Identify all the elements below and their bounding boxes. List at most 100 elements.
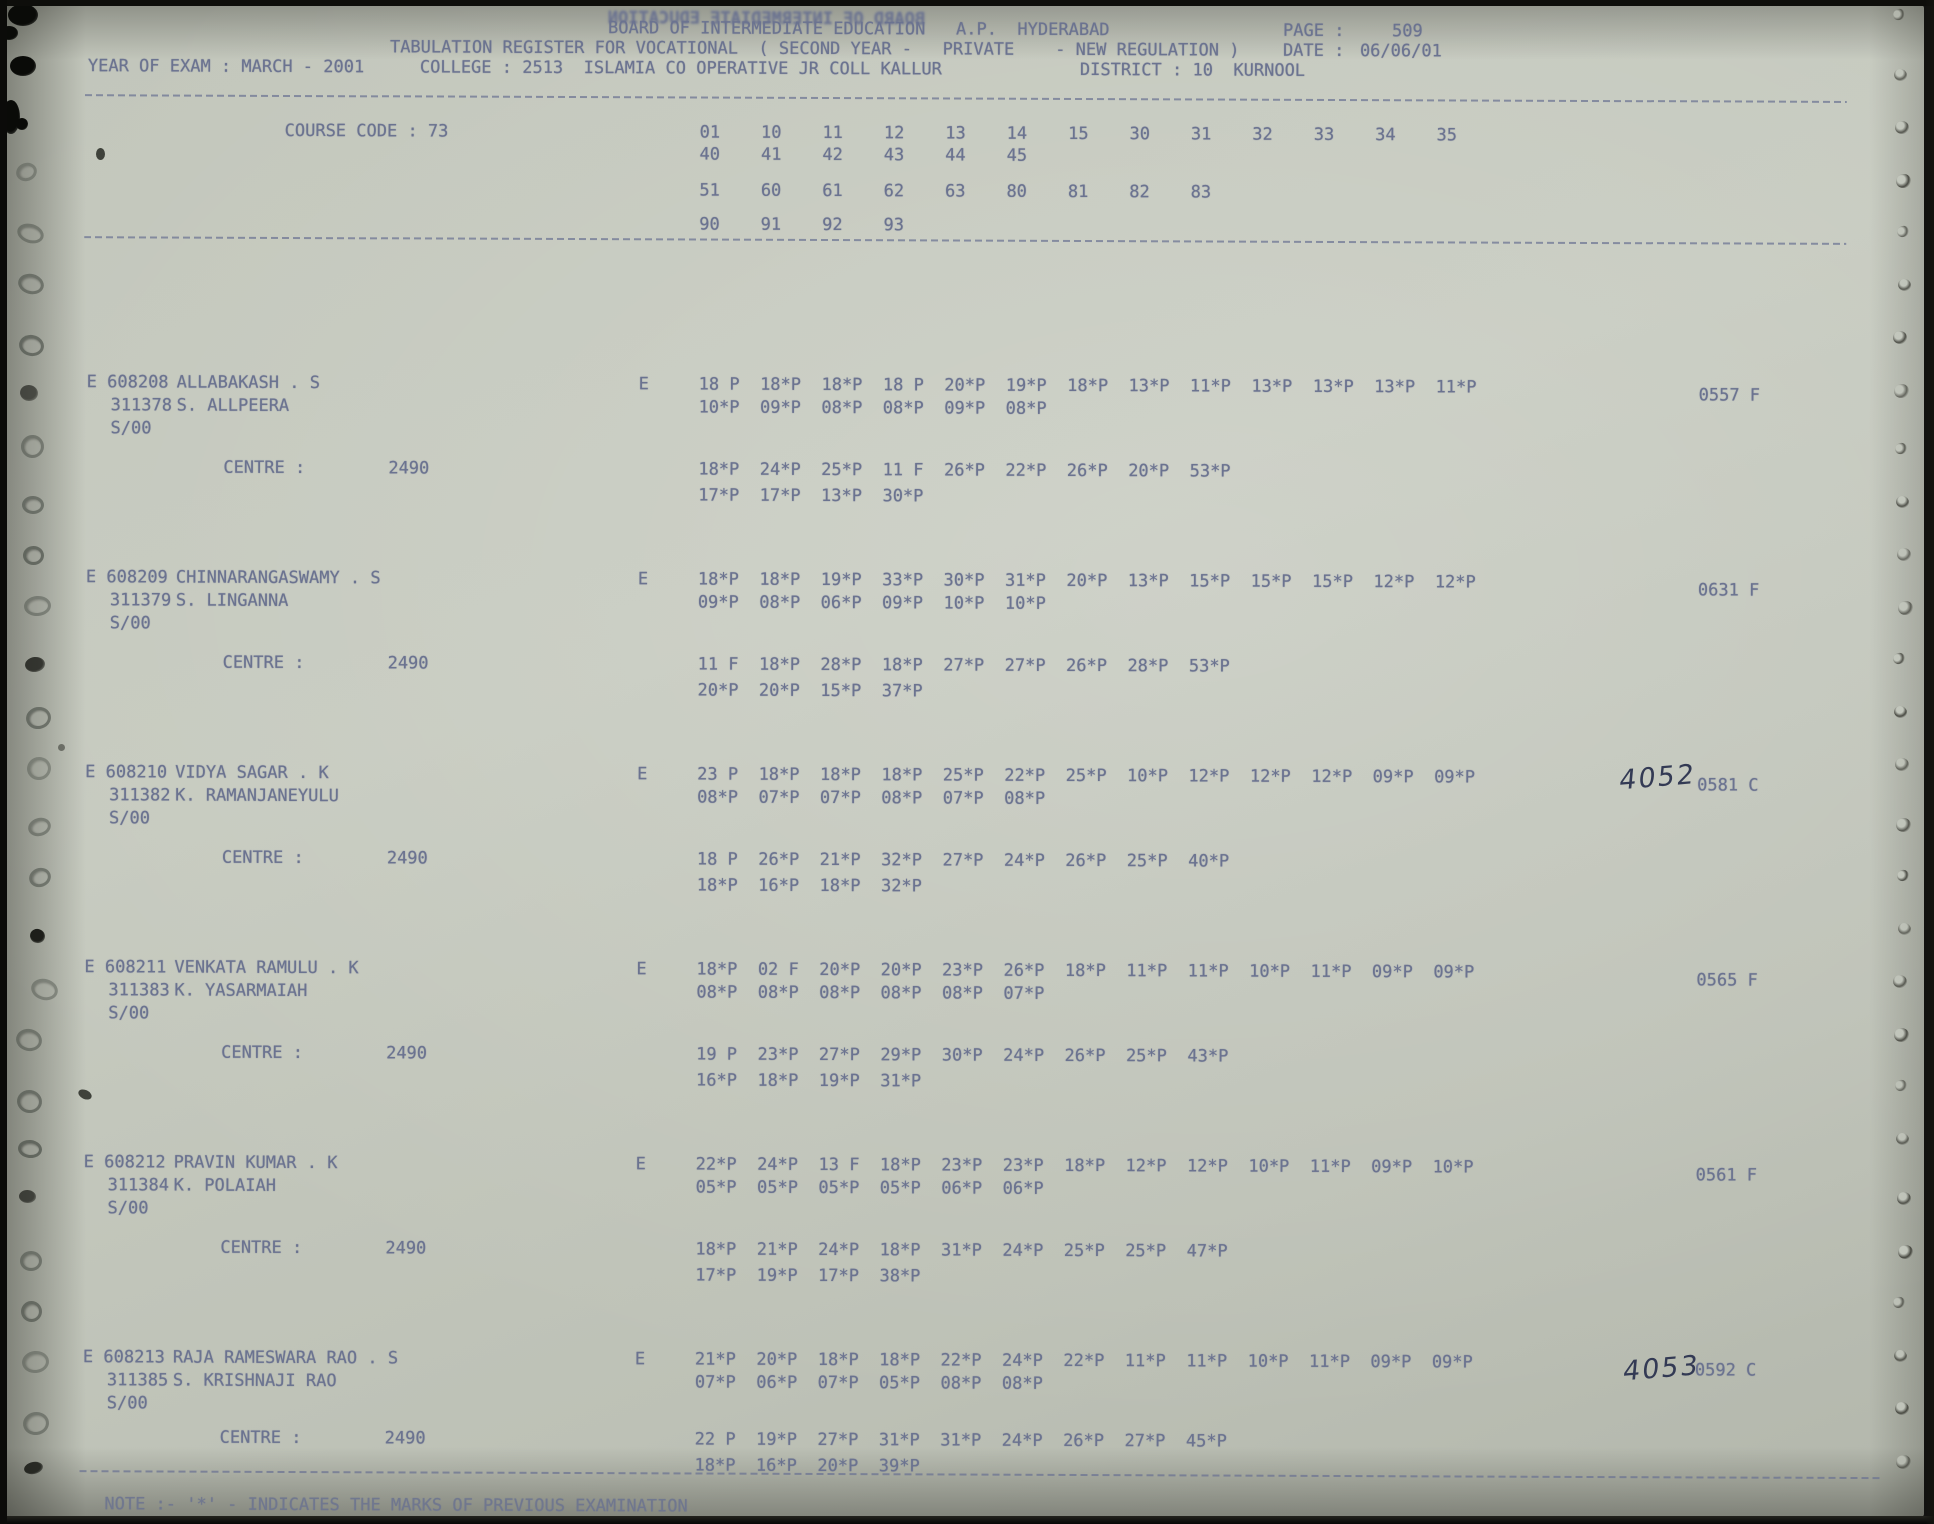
centre-marks-line2: 16*P 18*P 19*P 31*P — [695, 1070, 922, 1092]
handwritten-annotation: 4052 — [1617, 758, 1698, 797]
separator-line — [84, 236, 1847, 245]
student-record: E 608208 ALLABAKASH . S E 18 P 18*P 18*P… — [0, 372, 1933, 569]
serial-number: E 608208 — [86, 372, 169, 393]
appearance-code: S/00 — [106, 1393, 148, 1414]
father-name: S. ALLPEERA — [176, 395, 290, 416]
registration-number: 311378 — [110, 395, 173, 416]
subject-codes-row1b: 40 41 42 43 44 45 — [699, 144, 1028, 166]
marks-line1: 21*P 20*P 18*P 18*P 22*P 24*P 22*P 11*P … — [694, 1349, 1473, 1373]
subject-codes-row2b: 90 91 92 93 — [699, 214, 905, 236]
appearance-code: S/00 — [107, 1198, 149, 1219]
photo-edge — [0, 0, 1934, 6]
course-code: COURSE CODE : 73 — [284, 120, 449, 142]
registration-number: 311385 — [106, 1370, 169, 1391]
serial-number: E 608213 — [82, 1347, 165, 1368]
marks-line1: 18 P 18*P 18*P 18 P 20*P 19*P 18*P 13*P … — [698, 374, 1477, 398]
ink-speck — [96, 148, 105, 160]
student-record: E 608209 CHINNARANGASWAMY . S E 18*P 18*… — [0, 567, 1932, 764]
centre-number: 2490 — [384, 1428, 426, 1449]
handwritten-annotation: 4053 — [1621, 1349, 1701, 1388]
centre-label: CENTRE : — [219, 1427, 302, 1449]
appearance-code: S/00 — [109, 613, 151, 634]
centre-marks-line2: 17*P 17*P 13*P 30*P — [698, 485, 924, 507]
centre-marks-line1: 22 P 19*P 27*P 31*P 31*P 24*P 26*P 27*P … — [694, 1429, 1227, 1452]
appearance-code: S/00 — [110, 418, 152, 439]
marks-line2: 08*P 07*P 07*P 08*P 07*P 08*P — [697, 787, 1046, 809]
appearance-code: S/00 — [108, 808, 151, 829]
result-value: 0631 F — [1697, 580, 1760, 601]
student-record: E 608211 VENKATA RAMULU . K E 18*P 02 F … — [0, 957, 1930, 1154]
medium-code: E — [637, 764, 648, 785]
registration-number: 311384 — [107, 1175, 170, 1196]
student-name: VENKATA RAMULU . K — [174, 957, 359, 979]
student-name: ALLABAKASH . S — [176, 372, 321, 394]
district: DISTRICT : 10 KURNOOL — [1079, 59, 1306, 81]
centre-marks-line1: 11 F 18*P 28*P 18*P 27*P 27*P 26*P 28*P … — [697, 654, 1230, 677]
college-name: COLLEGE : 2513 ISLAMIA CO OPERATIVE JR C… — [419, 57, 942, 80]
student-record: E 608212 PRAVIN KUMAR . K E 22*P 24*P 13… — [0, 1152, 1930, 1349]
marks-line2: 05*P 05*P 05*P 05*P 06*P 06*P — [695, 1177, 1044, 1199]
printout-paper — [6, 5, 1924, 1517]
year-of-exam: YEAR OF EXAM : MARCH - 2001 — [87, 56, 365, 78]
centre-number: 2490 — [385, 1238, 427, 1259]
photo-edge — [1925, 0, 1934, 1524]
page-number: 509 — [1392, 21, 1423, 42]
serial-number: E 608211 — [84, 957, 167, 978]
result-value: 0565 F — [1696, 970, 1758, 991]
centre-label: CENTRE : — [222, 652, 305, 674]
student-name: CHINNARANGASWAMY . S — [175, 567, 381, 589]
centre-number: 2490 — [387, 653, 429, 674]
medium-code: E — [636, 959, 647, 980]
photo-edge — [0, 0, 7, 1524]
serial-number: E 608209 — [85, 567, 168, 588]
centre-number: 2490 — [388, 458, 430, 479]
medium-code: E — [638, 374, 649, 395]
student-name: PRAVIN KUMAR . K — [173, 1152, 338, 1174]
centre-marks-line1: 19 P 23*P 27*P 29*P 30*P 24*P 26*P 25*P … — [696, 1044, 1229, 1067]
marks-line2: 10*P 09*P 08*P 08*P 09*P 08*P — [698, 397, 1047, 419]
subject-codes-row2: 51 60 61 62 63 80 81 82 83 — [699, 180, 1212, 203]
result-value: 0592 C — [1694, 1360, 1757, 1381]
father-name: K. RAMANJANEYULU — [175, 785, 339, 807]
result-value: 0561 F — [1695, 1165, 1758, 1186]
registration-number: 311382 — [109, 785, 171, 806]
result-value: 0581 C — [1697, 775, 1759, 796]
centre-marks-line2: 18*P 16*P 18*P 32*P — [696, 875, 922, 897]
medium-code: E — [634, 1349, 646, 1370]
student-name: VIDYA SAGAR . K — [175, 762, 329, 784]
centre-label: CENTRE : — [223, 457, 306, 479]
registration-number: 311383 — [108, 980, 170, 1001]
marks-line1: 18*P 02 F 20*P 20*P 23*P 26*P 18*P 11*P … — [696, 959, 1475, 983]
serial-number: E 608212 — [83, 1152, 166, 1173]
serial-number: E 608210 — [85, 762, 168, 783]
father-name: S. KRISHNAJI RAO — [172, 1370, 337, 1392]
marks-line2: 08*P 08*P 08*P 08*P 08*P 07*P — [696, 982, 1045, 1004]
marks-line1: 22*P 24*P 13 F 18*P 23*P 23*P 18*P 12*P … — [695, 1154, 1474, 1178]
registration-number: 311379 — [109, 590, 172, 611]
marks-line1: 23 P 18*P 18*P 18*P 25*P 22*P 25*P 10*P … — [697, 764, 1476, 788]
footnote: NOTE :- '*' - INDICATES THE MARKS OF PRE… — [104, 1494, 688, 1517]
student-name: RAJA RAMESWARA RAO . S — [172, 1347, 399, 1369]
centre-label: CENTRE : — [221, 1042, 304, 1064]
marks-line2: 07*P 06*P 07*P 05*P 08*P 08*P — [694, 1372, 1043, 1394]
father-name: K. POLAIAH — [173, 1175, 276, 1196]
paper-edge-blob — [8, 4, 38, 26]
result-value: 0557 F — [1698, 385, 1761, 406]
marks-line2: 09*P 08*P 06*P 09*P 10*P 10*P — [697, 592, 1046, 614]
marks-line1: 18*P 18*P 19*P 33*P 30*P 31*P 20*P 13*P … — [697, 569, 1476, 593]
date-value: 06/06/01 — [1359, 41, 1442, 62]
subject-codes-row1: 01 10 11 12 13 14 15 30 31 32 33 34 35 — [699, 122, 1458, 146]
medium-code: E — [637, 569, 649, 590]
paper-edge-blob — [10, 56, 36, 76]
sprocket-hole — [20, 1251, 42, 1271]
centre-marks-line2: 20*P 20*P 15*P 37*P — [697, 680, 923, 702]
separator-line — [84, 94, 1847, 103]
father-name: S. LINGANNA — [175, 590, 289, 611]
appearance-code: S/00 — [108, 1003, 150, 1024]
father-name: K. YASARMAIAH — [174, 980, 308, 1002]
centre-number: 2490 — [386, 848, 428, 869]
centre-number: 2490 — [386, 1043, 428, 1064]
centre-marks-line2: 17*P 19*P 17*P 38*P — [695, 1265, 921, 1287]
